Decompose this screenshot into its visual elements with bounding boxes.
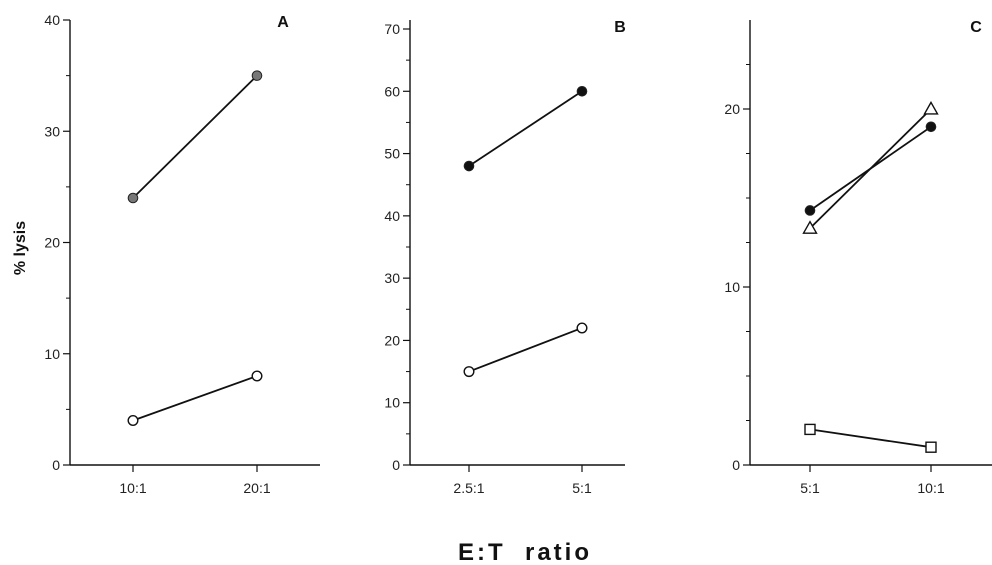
y-axis-label: % lysis <box>12 221 29 275</box>
y-tick-label: 70 <box>384 21 400 37</box>
data-point-open-circle <box>127 415 139 427</box>
x-tick-label: 20:1 <box>243 480 270 496</box>
data-point-open-square <box>804 423 816 436</box>
y-tick-label: 20 <box>44 235 60 251</box>
panel-letter: C <box>970 19 982 36</box>
data-point-open-circle <box>251 370 263 382</box>
data-point-open-triangle <box>802 220 818 234</box>
panel-letter: A <box>277 14 289 31</box>
x-tick-label: 10:1 <box>917 480 944 496</box>
y-tick-label: 20 <box>724 101 740 117</box>
y-tick-label: 0 <box>52 457 60 473</box>
data-point-filled-circle <box>925 121 937 133</box>
y-tick-label: 50 <box>384 146 400 162</box>
data-point-filled-circle <box>804 205 816 216</box>
panel-a: 0 10 20 30 40 10:1 20:1 A <box>44 12 320 496</box>
y-tick-label: 40 <box>44 12 60 28</box>
y-tick-label: 10 <box>724 279 740 295</box>
data-point-open-square <box>925 441 937 453</box>
y-tick-label: 30 <box>384 270 400 286</box>
x-axis-label: E:T ratio <box>458 539 592 565</box>
x-tick-label: 5:1 <box>800 480 820 496</box>
data-point-filled-circle <box>127 192 139 204</box>
data-point-filled-circle <box>251 70 263 81</box>
data-point-open-triangle <box>923 100 939 115</box>
data-point-filled-circle <box>576 85 588 97</box>
y-tick-label: 20 <box>384 332 400 348</box>
series-line-open-triangle <box>809 108 932 229</box>
x-tick-label: 5:1 <box>572 480 592 496</box>
y-tick-label: 0 <box>392 457 400 473</box>
data-point-open-circle <box>576 322 588 334</box>
data-point-open-circle <box>463 366 475 378</box>
series-line-open-circle <box>468 327 583 373</box>
y-tick-label: 60 <box>384 83 400 99</box>
x-tick-label: 10:1 <box>119 480 146 496</box>
data-point-filled-circle <box>463 160 475 172</box>
panel-c: 0 10 20 5:1 10:1 C <box>724 19 992 496</box>
panel-b: 0 10 20 30 40 50 60 70 2.5:1 5:1 B <box>384 19 625 496</box>
y-tick-label: 10 <box>384 395 400 411</box>
y-tick-label: 40 <box>384 208 400 224</box>
series-line-filled-circle <box>132 74 258 199</box>
series-line-filled-circle <box>468 90 583 167</box>
series-line-open-square <box>809 428 932 449</box>
panel-letter: B <box>614 19 626 36</box>
y-tick-label: 10 <box>44 346 60 362</box>
series-line-open-circle <box>132 375 258 422</box>
y-tick-label: 0 <box>732 457 740 473</box>
x-tick-label: 2.5:1 <box>453 480 484 496</box>
y-tick-label: 30 <box>44 123 60 139</box>
